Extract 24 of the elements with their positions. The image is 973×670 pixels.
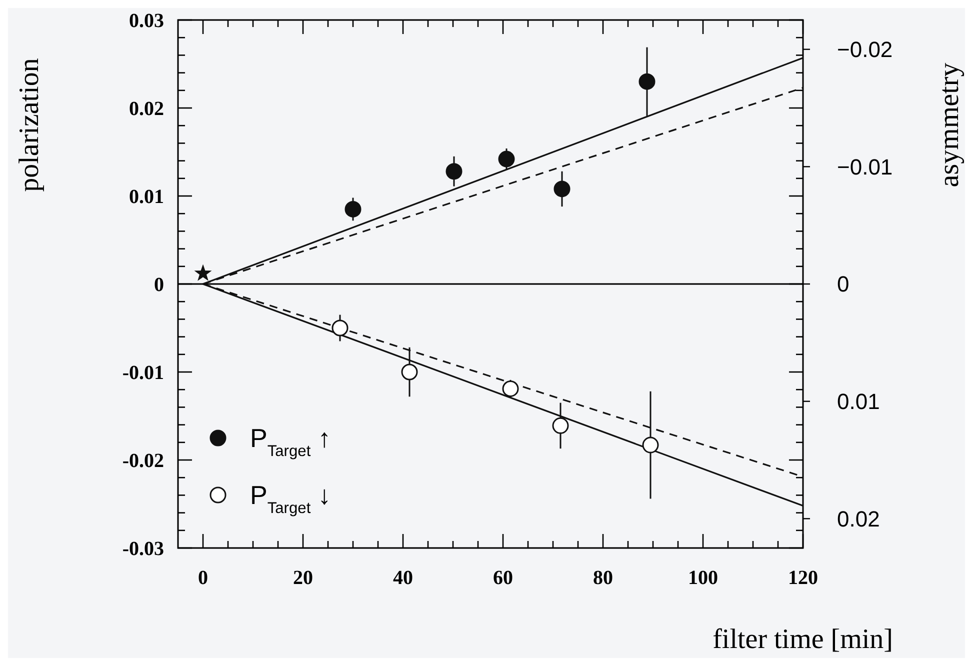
- y2-tick-label: −0.01: [837, 154, 893, 180]
- y2-tick-label: −0.02: [837, 37, 893, 62]
- x-axis-title: filter time [min]: [712, 624, 893, 655]
- legend-label: P$_{Target}$ ↓: [250, 480, 331, 516]
- y-tick-label: 0: [154, 274, 164, 296]
- x-tick-label: 40: [393, 567, 413, 589]
- y-tick-label: 0.01: [129, 186, 164, 208]
- legend-label: P$_{Target}$ ↑: [250, 423, 331, 460]
- x-tick-label: 0: [198, 567, 208, 589]
- x-tick-label: 60: [493, 567, 513, 589]
- y2-tick-label: 0.02: [837, 506, 880, 532]
- y-tick-label: 0.03: [129, 10, 164, 32]
- y-axis-title: polarization: [14, 58, 45, 192]
- y2-tick-label: 0.01: [837, 389, 880, 414]
- y-tick-label: -0.02: [122, 450, 164, 472]
- x-tick-label: 20: [293, 567, 313, 589]
- y-tick-label: 0.02: [129, 98, 164, 120]
- x-tick-label: 100: [688, 567, 718, 589]
- x-tick-label: 120: [788, 567, 818, 589]
- y2-axis-title: asymmetry: [934, 62, 965, 188]
- y-tick-label: -0.01: [122, 362, 164, 384]
- y-tick-label: -0.03: [122, 538, 164, 560]
- x-tick-label: 80: [593, 567, 613, 589]
- y2-tick-label: 0: [837, 272, 850, 297]
